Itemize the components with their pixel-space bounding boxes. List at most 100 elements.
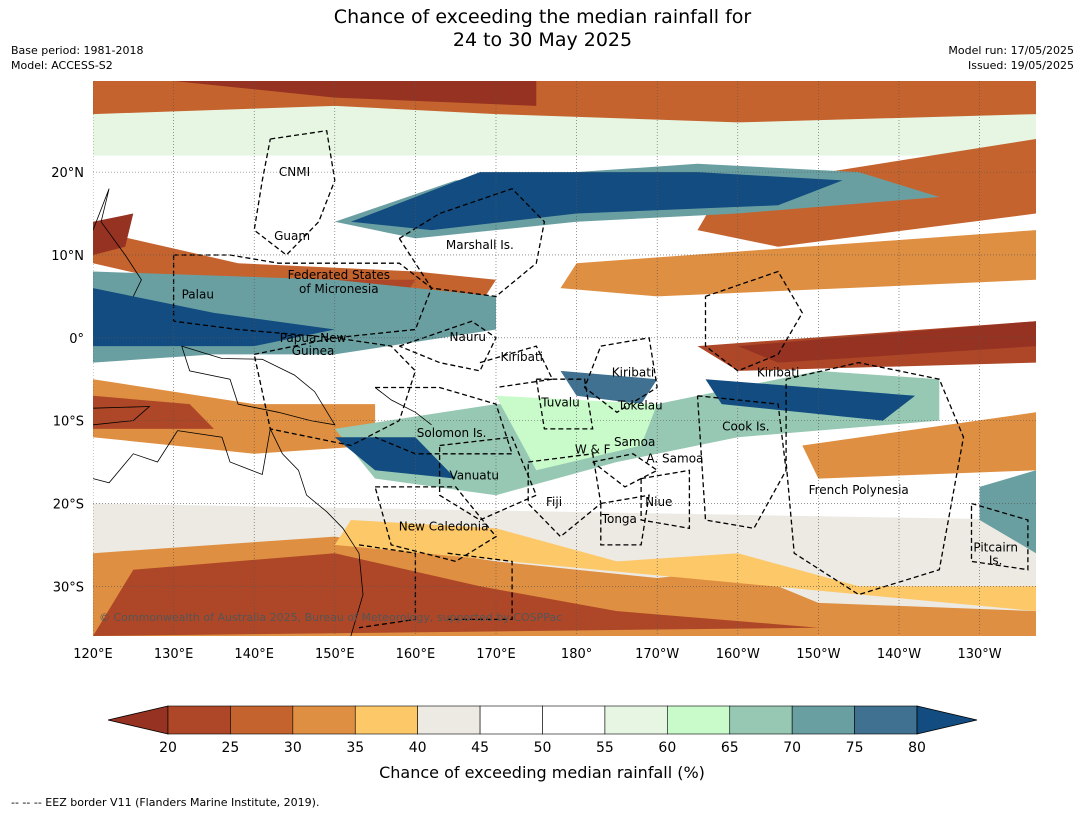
colorbar-over-arrow (916, 705, 978, 735)
lon-tick-label: 150°E (315, 647, 355, 662)
lon-tick-label: 170°E (476, 647, 516, 662)
lon-tick-label: 150°W (796, 647, 840, 662)
meta-left: Base period: 1981-2018 Model: ACCESS-S2 (11, 43, 143, 73)
region-label: Tuvalu (540, 395, 580, 409)
australia-coast (177, 427, 364, 636)
colorbar-tick-label: 40 (409, 740, 427, 756)
eez-kiribati-phoenix (583, 337, 658, 414)
map-gridlines (93, 81, 1036, 636)
lon-tick-label: 180° (561, 647, 592, 662)
region-label: Vanuatu (449, 468, 499, 482)
region-label: Kiribati (757, 366, 799, 380)
colorbar-tick-label: 75 (846, 740, 864, 756)
colorbar-bin (292, 705, 356, 735)
lat-tick-label: 0° (69, 332, 84, 347)
region-label: W & F (575, 443, 611, 457)
colorbar-tick-label: 80 (908, 740, 926, 756)
region-label: Guinea (292, 344, 335, 358)
title-line-1: Chance of exceeding the median rainfall … (333, 6, 752, 28)
eez-new-caledonia (374, 486, 497, 563)
very-wet-band-central (705, 379, 916, 421)
region-label: Guam (274, 229, 310, 243)
colorbar-bin (604, 705, 668, 735)
colorbar-tick-label: 55 (596, 740, 614, 756)
region-label: New Caledonia (399, 520, 489, 534)
dry-band-arafura (93, 379, 376, 454)
region-label: A. Samoa (646, 452, 703, 466)
region-label: Cook Is. (722, 419, 769, 433)
dry-band-east (560, 230, 1036, 297)
very-wet-equator-west (93, 288, 335, 347)
region-label: CNMI (279, 165, 310, 179)
colorbar-bin (167, 705, 231, 735)
timor-coast (93, 406, 151, 426)
region-label: Nauru (450, 330, 486, 344)
eez-kiribati-west (479, 345, 554, 389)
philippines-coast (93, 188, 142, 297)
base-period-text: Base period: 1981-2018 (11, 44, 144, 57)
eez-fsm-palau (172, 254, 433, 339)
lon-tick-label: 120°E (73, 647, 113, 662)
colorbar-bin (854, 705, 918, 735)
eez-tonga (600, 494, 650, 546)
colorbar-tick-label: 45 (471, 740, 489, 756)
colorbar-tick-label: 35 (346, 740, 364, 756)
region-label: Fiji (546, 495, 562, 509)
colorbar-under-arrow (107, 705, 169, 735)
colorbar-tick-label: 25 (222, 740, 240, 756)
region-label: Samoa (614, 435, 655, 449)
lon-tick-label: 170°W (635, 647, 679, 662)
very-dry-band-south (93, 553, 819, 636)
colorbar-tick-label: 65 (721, 740, 739, 756)
colorbar-tick-label: 50 (534, 740, 552, 756)
eez-cook (696, 395, 787, 530)
lon-tick-label: 130°E (154, 647, 194, 662)
lon-tick-label: 160°E (396, 647, 436, 662)
colorbar-tick-label: 70 (783, 740, 801, 756)
lat-tick-label: 10°N (51, 249, 84, 264)
region-label: Is. (989, 554, 1003, 568)
eez-pitcairn (970, 502, 1029, 571)
orange-band-south (334, 520, 1036, 612)
colorbar-bin (354, 705, 418, 735)
colorbar-bin (542, 705, 606, 735)
wet-green-central (496, 395, 658, 471)
region-label: Kiribati (612, 366, 654, 380)
eez-niue (640, 469, 691, 530)
eez-png (253, 337, 417, 447)
region-label: Papua New (280, 331, 347, 345)
region-label: Marshall Is. (446, 238, 514, 252)
eez-legend-text: -- -- -- EEZ border V11 (Flanders Marine… (11, 796, 320, 809)
colorbar-bin (791, 705, 855, 735)
lon-tick-label: 130°W (957, 647, 1001, 662)
eez-marshall (398, 187, 546, 298)
very-dry-band-equator-east (737, 321, 1036, 363)
colorbar: 20 25 30 35 40 45 50 55 60 65 70 75 80 (107, 705, 978, 756)
colorbar-bin (479, 705, 543, 735)
eez-samoa (592, 453, 659, 488)
australia-northwest-coast (93, 430, 178, 484)
colorbar-bin (729, 705, 793, 735)
copyright-text: © Commonwealth of Australia 2025, Bureau… (99, 611, 562, 624)
region-label: Federated States (288, 268, 390, 282)
axis-tick-labels: 120°E 130°E 140°E 150°E 160°E 170°E 180° 170°W 1… (51, 166, 1002, 662)
colorbar-bin (417, 705, 481, 735)
lon-tick-label: 160°W (716, 647, 760, 662)
eez-vanuatu (438, 436, 538, 521)
colorbar-label: Chance of exceeding median rainfall (%) (379, 763, 705, 782)
region-label: Kiribati (501, 350, 543, 364)
lat-tick-label: 10°S (53, 415, 84, 430)
lon-tick-label: 140°W (877, 647, 921, 662)
very-wet-coral-sea (334, 437, 456, 479)
lon-tick-label: 140°E (234, 647, 274, 662)
region-label: Pitcairn (973, 540, 1018, 554)
colorbar-bin (667, 705, 731, 735)
region-label: Tonga (601, 512, 637, 526)
eez-kiribati-line (704, 270, 804, 372)
issued-text: Issued: 19/05/2025 (967, 59, 1074, 72)
eez-tuvalu (535, 378, 594, 430)
region-label: Palau (182, 288, 214, 302)
very-wet-band-north (350, 172, 843, 231)
